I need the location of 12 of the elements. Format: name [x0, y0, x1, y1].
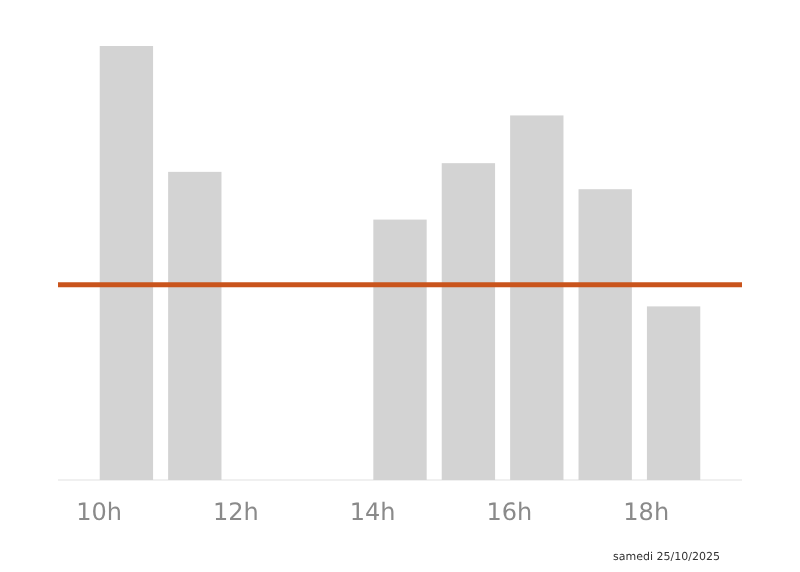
bar: [168, 171, 222, 480]
x-tick-label: 10h: [76, 498, 122, 526]
bar: [578, 189, 632, 480]
x-tick-label: 14h: [349, 498, 396, 526]
bar: [373, 219, 427, 480]
bar: [99, 46, 154, 480]
x-tick-label: 18h: [623, 498, 670, 526]
bar: [646, 306, 701, 480]
x-tick-label: 12h: [212, 498, 259, 526]
bar: [510, 115, 564, 480]
x-tick-label: 16h: [486, 498, 533, 526]
bar: [441, 163, 496, 480]
